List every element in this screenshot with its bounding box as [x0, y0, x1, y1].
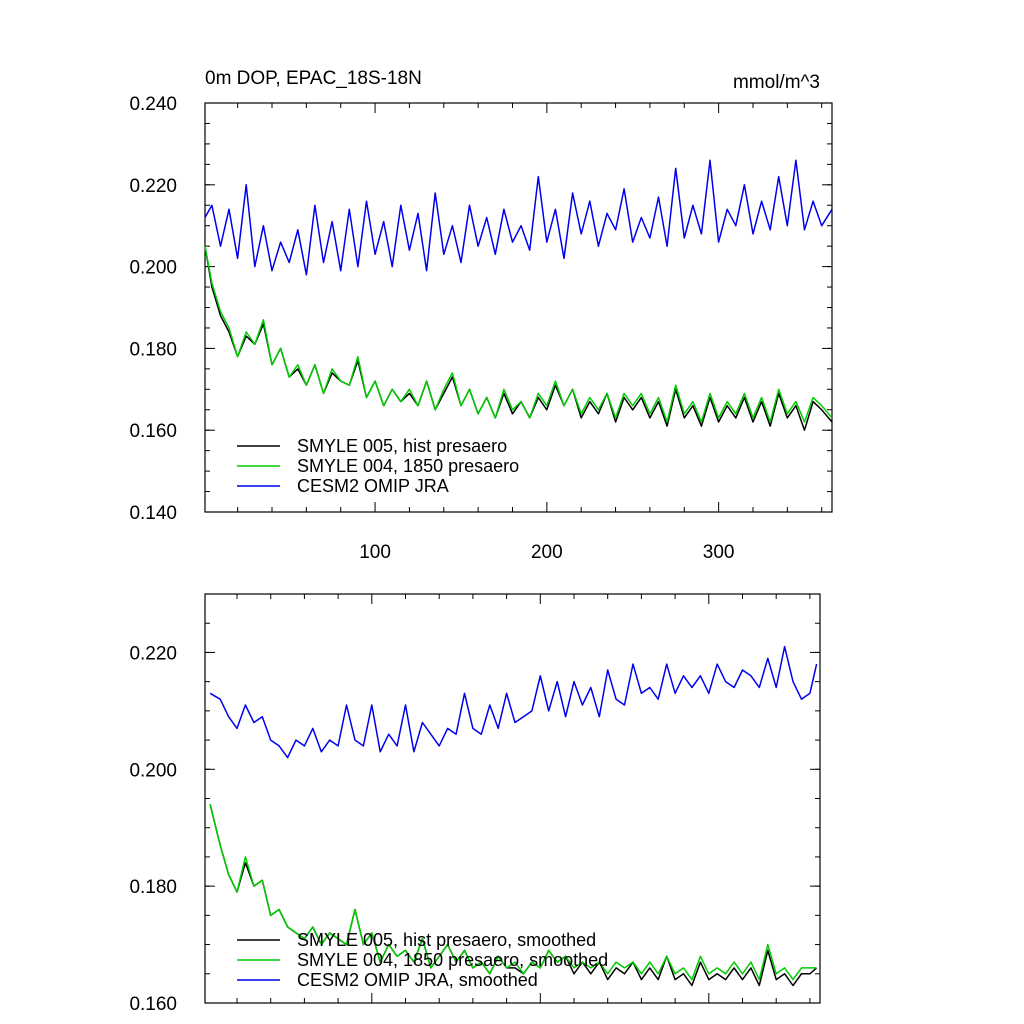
- top-ticks: 0.140 0.160 0.180 0.200 0.220 0.240 100 200 300: [129, 94, 832, 563]
- top-series-lines: [204, 159, 833, 431]
- y-tick-label: 0.240: [129, 94, 177, 115]
- series-line-3: [209, 645, 818, 759]
- legend-label-3: CESM2 OMIP JRA, smoothed: [297, 970, 538, 990]
- top-chart-title: 0m DOP, EPAC_18S-18N: [205, 68, 422, 89]
- y-tick-label: 0.200: [129, 258, 177, 279]
- bottom-series-lines: [209, 645, 818, 987]
- bottom-ticks: 0.160 0.180 0.200 0.220: [129, 593, 820, 1015]
- x-tick-label: 300: [703, 542, 735, 563]
- bottom-panel: 0.160 0.180 0.200 0.220 SMYLE 005, hist pre…: [129, 593, 821, 1015]
- legend-label-1: SMYLE 005, hist presaero, smoothed: [297, 930, 596, 950]
- y-tick-label: 0.220: [129, 176, 177, 197]
- series-line-2: [209, 804, 817, 981]
- bottom-legend: SMYLE 005, hist presaero, smoothedSMYLE …: [237, 930, 608, 990]
- top-chart-units: mmol/m^3: [733, 72, 820, 93]
- legend-label-1: SMYLE 005, hist presaero: [297, 436, 507, 456]
- x-tick-label: 200: [531, 542, 563, 563]
- y-tick-label: 0.200: [129, 760, 177, 781]
- y-tick-label: 0.140: [129, 503, 177, 524]
- y-tick-label: 0.220: [129, 643, 177, 664]
- series-line-1: [204, 246, 833, 431]
- y-tick-label: 0.180: [129, 877, 177, 898]
- series-line-3: [204, 159, 833, 276]
- y-tick-label: 0.160: [129, 421, 177, 442]
- x-tick-label: 100: [359, 542, 391, 563]
- legend-label-2: SMYLE 004, 1850 presaero: [297, 456, 519, 476]
- y-tick-label: 0.160: [129, 994, 177, 1015]
- top-panel: 0m DOP, EPAC_18S-18N mmol/m^3 0.140 0.160…: [129, 68, 833, 563]
- series-line-2: [204, 246, 833, 423]
- y-tick-label: 0.180: [129, 339, 177, 360]
- legend-label-2: SMYLE 004, 1850 presaero, smoothed: [297, 950, 608, 970]
- legend-label-3: CESM2 OMIP JRA: [297, 476, 449, 496]
